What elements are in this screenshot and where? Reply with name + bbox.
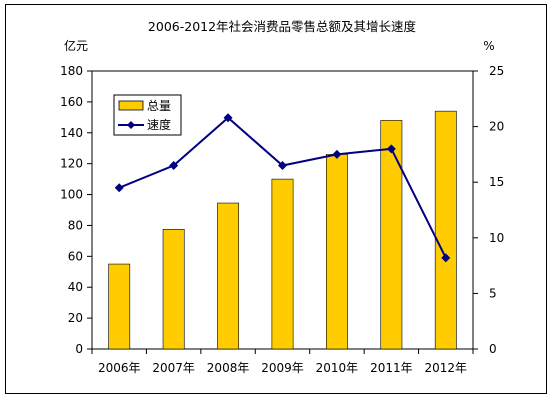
left-axis-tick-label: 80 [68,218,83,232]
line-marker [114,183,124,193]
legend: 总量 速度 [113,94,182,136]
x-axis-tick-label: 2012年 [425,361,468,375]
legend-bar-label: 总量 [147,99,171,113]
chart-svg: 2006-2012年社会消费品零售总额及其增长速度 亿元 % 0 20 40 60 80… [60,19,504,375]
x-axis-tick-label: 2006年 [98,361,141,375]
left-axis-unit: 亿元 [64,38,88,53]
left-axis-tick-label: 160 [60,95,83,109]
plot-layer: 0 20 40 60 80 100 120 140 160 180 0 5 10 15 20 25 2006年 2… [60,64,504,375]
bar [326,154,348,350]
legend-line-label: 速度 [147,117,171,132]
line-marker [386,144,396,154]
left-axis-tick-label: 20 [68,311,83,325]
x-axis-tick-label: 2008年 [207,361,250,375]
chart-frame: 2006-2012年社会消费品零售总额及其增长速度 亿元 % 0 20 40 60 80… [5,4,547,394]
left-axis-tick-label: 60 [68,249,83,263]
line-marker [332,149,342,159]
x-axis-tick-label: 2007年 [152,361,195,375]
left-axis-tick-label: 180 [60,64,83,78]
bar [271,178,294,350]
x-axis-tick-label: 2010年 [316,361,359,375]
bar [217,202,239,350]
line-marker [223,113,233,123]
left-axis-tick-label: 0 [75,342,83,356]
bar [380,120,403,350]
bar [108,263,131,350]
x-axis-tick-label: 2011年 [370,361,413,375]
right-axis-tick-label: 0 [489,342,497,356]
line-marker [441,253,451,263]
bar [434,110,457,350]
line-marker [169,161,179,171]
right-axis-tick-label: 15 [489,175,504,189]
chart-title: 2006-2012年社会消费品零售总额及其增长速度 [148,19,417,34]
right-axis-tick-label: 20 [489,120,504,134]
left-axis-tick-label: 120 [60,157,83,171]
bar [162,229,185,350]
legend-line-marker [127,121,135,129]
x-axis-tick-label: 2009年 [261,361,304,375]
left-axis-tick-label: 100 [60,188,83,202]
right-axis-tick-label: 25 [489,64,504,78]
line-marker [278,161,287,171]
right-axis-tick-label: 10 [489,231,504,245]
left-axis-tick-label: 140 [60,126,83,140]
left-axis-tick-label: 40 [68,280,83,294]
right-axis-tick-label: 5 [489,286,497,300]
right-axis-unit: % [483,39,494,53]
legend-bar-swatch [118,100,144,111]
